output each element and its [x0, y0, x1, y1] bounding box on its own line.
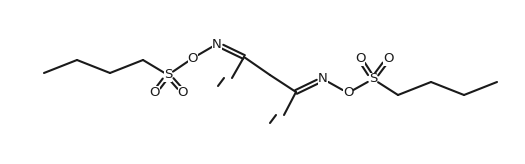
Text: O: O	[383, 52, 393, 65]
Text: O: O	[343, 86, 353, 100]
Text: O: O	[150, 85, 160, 99]
Text: S: S	[164, 69, 172, 82]
Text: O: O	[178, 85, 188, 99]
Text: N: N	[212, 38, 222, 51]
Text: S: S	[369, 72, 377, 85]
Text: O: O	[188, 51, 198, 64]
Text: O: O	[355, 52, 365, 65]
Text: N: N	[318, 72, 328, 85]
